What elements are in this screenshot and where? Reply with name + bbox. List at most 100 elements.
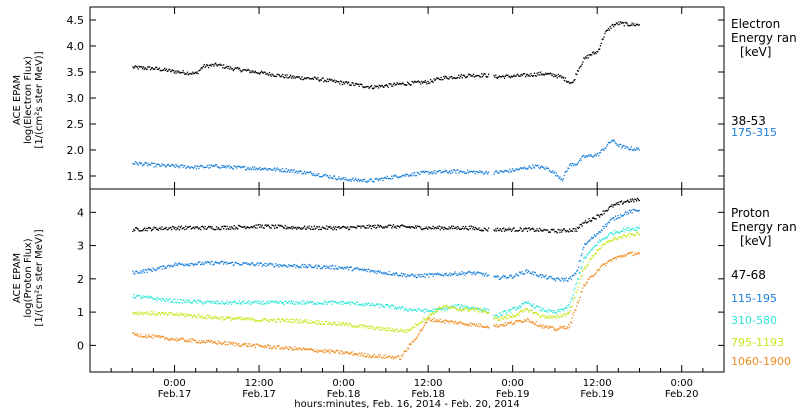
data-point [416,325,418,327]
data-point [600,213,602,215]
data-point [571,317,573,319]
data-point [178,262,180,265]
data-point [164,337,167,339]
data-point [545,309,547,312]
data-point [166,314,168,316]
data-point [273,266,275,268]
data-point [237,224,240,227]
data-point [420,170,422,173]
data-point [494,171,496,173]
data-point [164,67,166,69]
data-point [323,323,325,325]
data-point [403,329,405,331]
data-point [244,318,246,321]
data-point [585,222,588,224]
data-point [308,171,310,174]
data-point [503,318,505,320]
data-point [636,210,639,212]
data-point [563,313,565,315]
data-point [369,305,371,307]
data-point [495,230,498,232]
data-point [368,87,370,89]
data-point [194,263,197,265]
data-point [339,177,341,180]
data-point [481,311,484,313]
data-point [553,172,555,174]
data-point [277,74,279,76]
data-point [342,321,344,324]
data-point [375,355,377,357]
data-point [482,173,484,175]
data-point [263,168,265,170]
data-point [249,71,251,74]
data-point [313,302,315,305]
data-point [632,209,634,211]
data-point [194,315,197,317]
data-point [584,56,587,58]
data-point [585,265,588,267]
data-point [341,323,344,325]
data-point [466,305,468,307]
data-point [274,319,276,321]
data-point [178,339,180,342]
data-point [320,176,322,178]
data-point [617,201,619,204]
data-point [473,308,475,310]
data-point [230,166,233,168]
data-point [320,79,322,81]
data-point [454,227,456,229]
data-point [377,85,379,87]
data-point [635,23,638,25]
data-point [371,302,374,304]
data-point [137,334,139,336]
data-point [628,25,630,27]
data-point [384,273,386,275]
data-point [452,306,455,308]
data-point [554,311,556,314]
data-point [259,169,262,171]
data-point [415,324,418,326]
data-point [267,344,270,347]
data-point [295,76,297,78]
data-point [506,74,508,77]
data-point [179,263,182,266]
data-point [221,343,223,346]
data-point [532,75,534,77]
data-point [614,232,617,234]
data-point [260,70,263,72]
data-point [548,73,551,75]
data-point [576,269,579,271]
data-point [564,307,566,309]
data-point [538,230,540,233]
data-point [340,267,342,269]
data-point [226,65,228,67]
data-point [573,274,575,276]
data-point [401,275,403,277]
data-point [142,229,144,232]
data-point [280,348,282,350]
data-point [271,224,273,226]
data-point [341,266,344,268]
data-point [500,324,502,326]
data-point [423,172,425,174]
data-point [275,168,278,170]
data-point [167,338,169,340]
data-point [281,302,283,304]
data-point [497,76,499,78]
data-point [142,66,145,68]
data-point [358,225,360,227]
data-point [515,230,517,232]
data-point [547,308,550,310]
data-point [406,308,408,310]
data-point [407,175,410,177]
data-point [447,172,449,174]
data-point [430,320,433,322]
data-point [617,231,619,233]
xtick-date-label: Feb.17 [158,389,192,400]
data-point [591,254,594,257]
data-point [631,149,633,151]
data-point [588,154,590,156]
data-point [304,170,306,172]
data-point [520,310,522,312]
data-point [404,273,406,275]
